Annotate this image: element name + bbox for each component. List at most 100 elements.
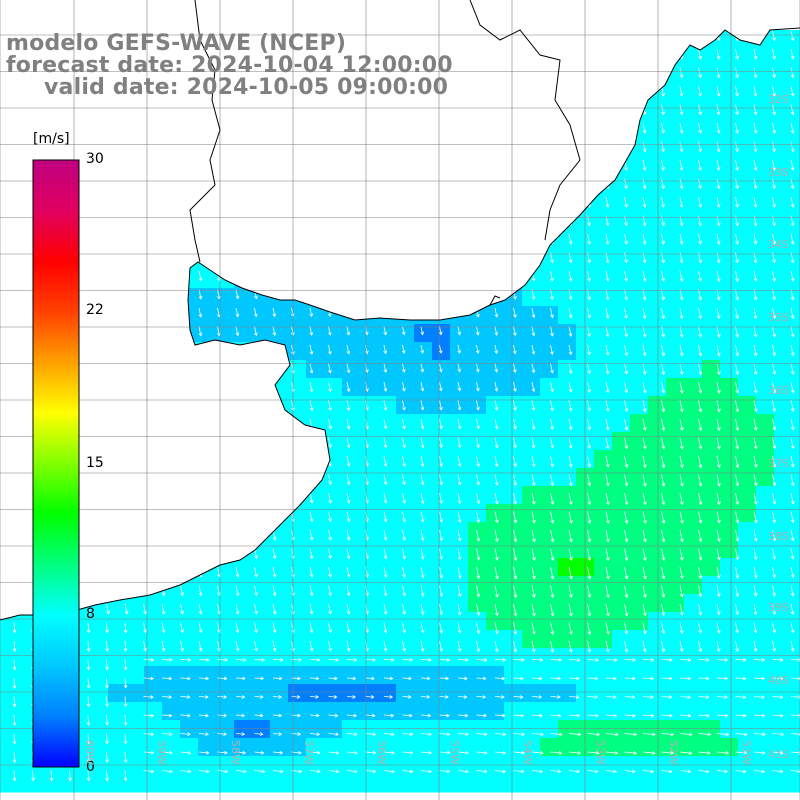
wind-arrowhead [661, 93, 665, 97]
wind-arrow [624, 400, 628, 412]
wind-arrowhead [531, 332, 536, 337]
wind-arrowhead [753, 56, 758, 60]
speed-cell [702, 558, 721, 577]
speed-cell [486, 684, 505, 703]
speed-cell [756, 576, 775, 595]
wind-arrowhead [753, 556, 758, 561]
speed-cell [738, 774, 757, 793]
wind-arrowhead [105, 648, 109, 652]
speed-cell [756, 198, 775, 217]
wind-arrowhead [661, 445, 666, 450]
speed-cell [594, 702, 613, 721]
wind-arrowhead [661, 352, 666, 357]
speed-cell [792, 594, 800, 613]
speed-cell [558, 360, 577, 379]
speed-cell [612, 306, 631, 325]
wind-arrowhead [624, 222, 628, 227]
wind-arrowhead [328, 444, 332, 449]
wind-arrowhead [550, 631, 555, 635]
speed-cell [342, 396, 361, 415]
speed-cell [414, 594, 433, 613]
wind-arrowhead [476, 575, 481, 580]
speed-cell [108, 774, 127, 793]
speed-cell [162, 684, 181, 703]
speed-cell [414, 414, 433, 433]
speed-cell [252, 306, 271, 325]
speed-cell [792, 432, 800, 451]
wind-arrowhead [475, 350, 480, 354]
wind-arrowhead [772, 556, 777, 560]
wind-arrow [642, 622, 646, 634]
wind-arrowhead [790, 74, 795, 79]
wind-arrowhead [698, 427, 703, 432]
wind-arrowhead [420, 518, 425, 523]
wind-arrow [568, 492, 572, 505]
wind-arrow [716, 307, 720, 319]
wind-arrowhead [309, 332, 314, 336]
wind-arrow [550, 381, 553, 392]
speed-cell [162, 612, 181, 631]
wind-arrowhead [772, 519, 777, 524]
speed-cell [342, 720, 361, 739]
wind-arrow [716, 159, 720, 171]
wind-arrowhead [772, 333, 777, 338]
speed-cell [666, 612, 685, 631]
speed-cell [180, 594, 199, 613]
wind-arrow [772, 67, 775, 78]
speed-cell [666, 522, 685, 541]
wind-arrow [753, 196, 757, 208]
wind-arrow [642, 603, 646, 616]
wind-arrowhead [661, 464, 666, 469]
wind-arrow [346, 344, 350, 354]
wind-arrow [254, 585, 257, 596]
speed-cell [540, 450, 559, 469]
speed-cell [18, 648, 37, 667]
wind-arrow [383, 529, 387, 541]
wind-arrow [439, 529, 443, 541]
wind-arrow [679, 418, 683, 431]
wind-arrow [550, 455, 554, 467]
speed-cell [234, 576, 253, 595]
speed-cell [486, 774, 505, 793]
wind-arrowhead [568, 445, 573, 449]
speed-cell [756, 324, 775, 343]
wind-arrow [161, 640, 165, 652]
wind-arrow [217, 622, 220, 633]
speed-cell [774, 234, 793, 253]
wind-arrow [790, 196, 794, 208]
wind-arrow [383, 381, 387, 392]
wind-arrowhead [272, 574, 277, 578]
speed-cell [792, 486, 800, 505]
wind-arrowhead [772, 445, 777, 450]
wind-arrowhead [735, 296, 740, 301]
speed-cell [720, 648, 739, 667]
speed-cell [594, 414, 613, 433]
speed-cell [504, 450, 523, 469]
wind-arrow [624, 270, 628, 282]
wind-arrow [568, 455, 572, 467]
speed-cell [414, 540, 433, 559]
speed-cell [702, 504, 721, 523]
speed-cell [396, 324, 415, 343]
wind-arrow [790, 85, 794, 97]
wind-arrowhead [753, 352, 758, 357]
speed-cell [144, 648, 163, 667]
wind-arrow [328, 363, 331, 373]
speed-cell [144, 612, 163, 631]
wind-arrowhead [624, 167, 628, 171]
wind-arrowhead [513, 482, 518, 486]
wind-arrowhead [642, 185, 647, 190]
wind-arrowhead [716, 593, 721, 598]
speed-cell [414, 648, 433, 667]
speed-cell [360, 540, 379, 559]
wind-arrowhead [753, 74, 758, 79]
wind-arrow [494, 511, 498, 523]
wind-arrowhead [643, 538, 647, 543]
wind-arrow [698, 196, 701, 208]
speed-cell [540, 306, 559, 325]
speed-cell [558, 486, 577, 505]
speed-cell [720, 54, 739, 73]
wind-arrowhead [605, 222, 610, 227]
wind-arrow [402, 492, 405, 504]
speed-cell [288, 540, 307, 559]
